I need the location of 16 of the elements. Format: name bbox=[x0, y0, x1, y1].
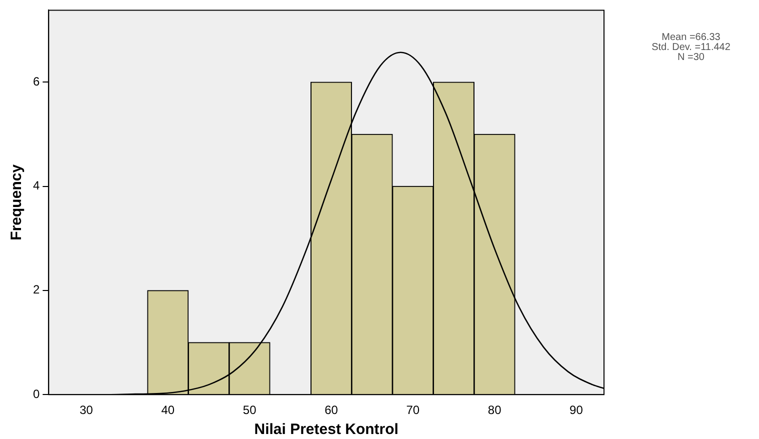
x-tick-label: 70 bbox=[406, 403, 420, 418]
x-tick-label: 60 bbox=[324, 403, 338, 418]
text: Mean =66.33 bbox=[662, 32, 722, 43]
x-tick-label: 80 bbox=[488, 403, 502, 418]
x-tick-label: 40 bbox=[161, 403, 175, 418]
text: Std. Dev. =11.442 bbox=[650, 42, 732, 53]
x-tick-label: 30 bbox=[80, 403, 94, 418]
x-axis-title: Nilai Pretest Kontrol bbox=[254, 421, 398, 438]
y-tick-label: 4 bbox=[32, 178, 40, 193]
x-tick-label: 50 bbox=[242, 403, 257, 418]
y-tick-label: 2 bbox=[32, 282, 40, 297]
y-axis-title: Frequency bbox=[8, 164, 26, 240]
y-tick-label: 6 bbox=[32, 74, 40, 88]
text: N =30 bbox=[676, 52, 706, 63]
y-tick-label: 0 bbox=[32, 386, 40, 401]
x-tick-label: 90 bbox=[570, 403, 584, 418]
